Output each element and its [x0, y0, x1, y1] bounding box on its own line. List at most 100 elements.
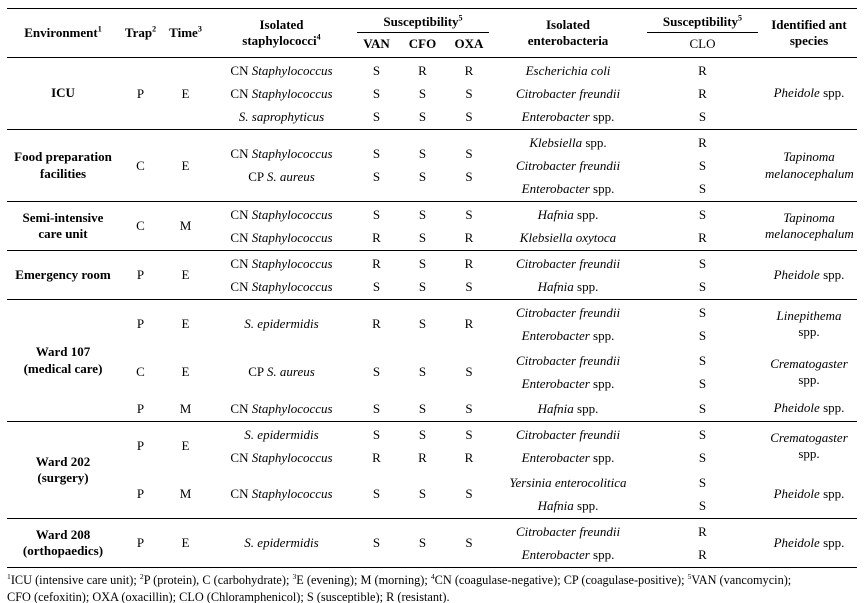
header-clo: CLO	[689, 36, 716, 51]
footnote-superscript: 1	[7, 571, 11, 581]
entero-species: Citrobacter freundii	[515, 352, 621, 368]
staph-species-cell: S. epidermidis	[209, 427, 354, 443]
ant-suffix: spp.	[798, 446, 820, 461]
oxa-value: S	[465, 85, 473, 101]
ant-suffix: spp.	[819, 485, 845, 501]
ant-suffix: spp.	[798, 372, 820, 387]
cfo-value: R	[418, 449, 427, 465]
entero-suffix: spp.	[589, 449, 615, 465]
entero-species: Citrobacter freundii	[515, 426, 621, 442]
staph-stack: CN Staphylococcus S S S	[209, 483, 492, 506]
header-isolated-staphylococci: Isolated staphylococci4	[209, 9, 354, 57]
staph-prefix: CN	[230, 449, 252, 465]
staph-row: CP S. aureus S S S	[209, 166, 492, 189]
oxa-value: S	[465, 146, 473, 161]
entero-species: Escherichia coli	[525, 62, 611, 78]
header-environment-superscript: 1	[97, 24, 102, 34]
footnote-text: VAN (vancomycin);	[691, 573, 792, 587]
staph-prefix: CN	[230, 146, 252, 161]
cfo-value: S	[418, 255, 427, 271]
staph-stack: CN Staphylococcus S S S CP S. aureus S S…	[209, 143, 492, 189]
group-row: P E S. epidermidis S S S CN Staphylococc…	[119, 422, 857, 470]
ant-species-cell: Pheidole spp.	[761, 267, 857, 283]
van-value: S	[372, 62, 381, 78]
header-antibiotic-row: VAN CFO OXA	[354, 33, 492, 52]
van-value: R	[372, 316, 381, 331]
entero-species-cell: Citrobacter freundii	[492, 427, 644, 443]
ant-genus: Crematogaster	[770, 355, 848, 371]
oxa-value: R	[464, 62, 474, 78]
staph-stack: S. epidermidis S S S	[209, 532, 492, 555]
time-value: E	[181, 364, 190, 379]
ant-species-cell: Crematogaster spp.	[761, 430, 857, 463]
cfo-value: S	[418, 169, 427, 184]
staph-species: S. saprophyticus	[238, 108, 325, 124]
time-value: M	[179, 486, 192, 501]
clo-value: S	[698, 400, 707, 416]
entero-species-cell: Citrobacter freundii	[492, 305, 644, 321]
staph-prefix: CN	[230, 206, 252, 222]
header-trap: Trap2	[119, 9, 162, 57]
footnote-text: E (evening); M (morning);	[296, 573, 431, 587]
van-value: S	[372, 206, 381, 222]
entero-stack: Citrobacter freundii S Enterobacter spp.…	[492, 423, 761, 469]
staph-row: CN Staphylococcus S S S	[209, 82, 492, 105]
oxa-value: S	[465, 206, 473, 222]
section-row: Ward 107 (medical care) P E S. epidermid…	[7, 300, 857, 422]
entero-species: Enterobacter	[521, 375, 590, 391]
ant-genus: Crematogaster	[770, 429, 848, 445]
section-groups: P E CN Staphylococcus S R R CN Staphyloc…	[119, 58, 857, 129]
entero-species-cell: Klebsiella spp.	[492, 135, 644, 151]
clo-value: S	[698, 108, 707, 124]
oxa-value: S	[465, 535, 473, 550]
group-row: P E S. epidermidis S S S Citrobacter fre…	[119, 519, 857, 567]
staph-species: S. epidermidis	[244, 426, 319, 442]
entero-row: Klebsiella spp. R	[492, 131, 761, 154]
van-value: R	[372, 229, 381, 245]
entero-row: Enterobacter spp. R	[492, 543, 761, 566]
cfo-value: S	[418, 278, 427, 294]
ant-suffix: spp.	[819, 534, 845, 550]
ant-species-cell: Pheidole spp.	[761, 400, 857, 416]
footnote-line: CFO (cefoxitin); OXA (oxacillin); CLO (C…	[7, 589, 857, 603]
cfo-value: S	[418, 486, 427, 501]
entero-row: Citrobacter freundii R	[492, 520, 761, 543]
trap-value: C	[136, 157, 145, 173]
entero-suffix: spp.	[589, 546, 615, 562]
oxa-value: S	[465, 486, 473, 501]
entero-species: Citrobacter freundii	[515, 85, 621, 101]
entero-row: Hafnia spp. S	[492, 494, 761, 517]
oxa-value: S	[465, 278, 473, 294]
staph-species-cell: CN Staphylococcus	[209, 146, 354, 162]
oxa-value: R	[464, 316, 474, 331]
environment-cell: Food preparation facilities	[14, 149, 112, 181]
section-row: Food preparation facilities C E CN Staph…	[7, 130, 857, 202]
footnote-text: CFO (cefoxitin); OXA (oxacillin); CLO (C…	[7, 590, 450, 603]
entero-species: Enterobacter	[521, 180, 590, 196]
staph-species-cell: CP S. aureus	[209, 169, 354, 185]
ant-species-cell: Pheidole spp.	[761, 486, 857, 502]
header-environment-label: Environment	[24, 25, 98, 41]
ant-genus: Tapinoma melanocephalum	[765, 149, 854, 181]
environment-cell: Ward 202 (surgery)	[35, 453, 91, 485]
header-trap-superscript: 2	[152, 24, 157, 34]
header-susceptibility-label: Susceptibility	[662, 14, 739, 29]
van-value: S	[372, 146, 381, 161]
ant-species-cell: Pheidole spp.	[761, 535, 857, 551]
staph-species-cell: CP S. aureus	[209, 364, 354, 380]
entero-stack: Escherichia coli R Citrobacter freundii …	[492, 59, 761, 128]
clo-value: S	[698, 278, 707, 294]
group-row: C E CP S. aureus S S S Citrobacter freun…	[119, 348, 857, 396]
header-staphylococci-superscript: 4	[316, 32, 321, 42]
entero-row: Citrobacter freundii S	[492, 423, 761, 446]
entero-row: Yersinia enterocolitica S	[492, 471, 761, 494]
entero-row: Hafnia spp. S	[492, 275, 761, 298]
clo-value: S	[698, 449, 707, 465]
header-time-label: Time	[169, 25, 198, 41]
group-row: P E CN Staphylococcus S R R CN Staphyloc…	[119, 58, 857, 129]
group-row: P E CN Staphylococcus R S R CN Staphyloc…	[119, 251, 857, 299]
entero-species-cell: Citrobacter freundii	[492, 524, 644, 540]
entero-row: Enterobacter spp. S	[492, 105, 761, 128]
ant-suffix: spp.	[819, 400, 845, 416]
